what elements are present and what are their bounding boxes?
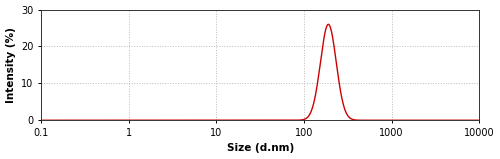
- Y-axis label: Intensity (%): Intensity (%): [6, 27, 16, 103]
- X-axis label: Size (d.nm): Size (d.nm): [226, 143, 294, 153]
